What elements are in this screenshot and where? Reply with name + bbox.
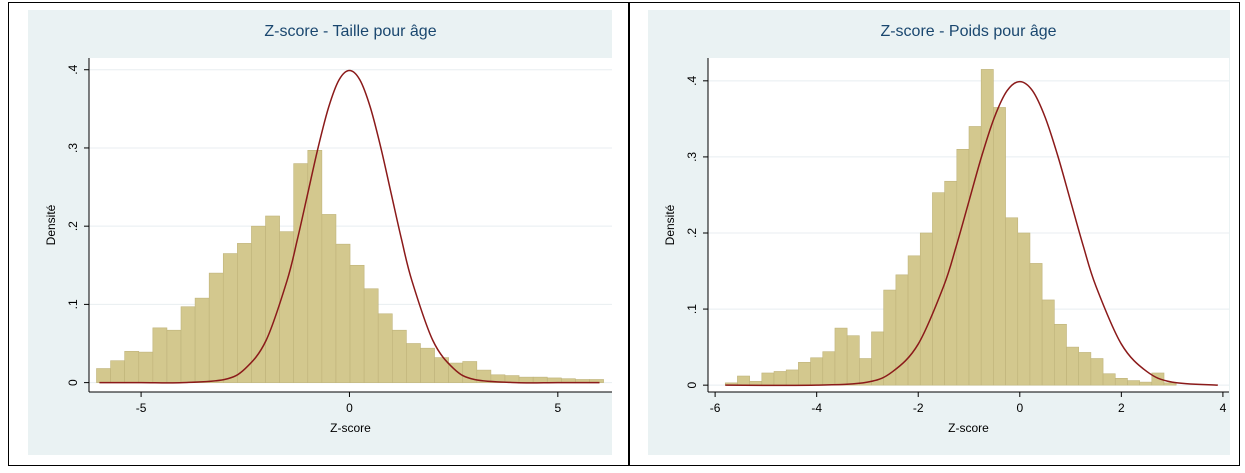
y-tick-label: .2 bbox=[66, 221, 80, 231]
bar bbox=[785, 369, 799, 386]
bar bbox=[822, 351, 836, 386]
x-axis-label: Z-score bbox=[948, 421, 989, 435]
bar bbox=[798, 362, 811, 386]
x-tick-label: -6 bbox=[710, 401, 721, 415]
bar bbox=[919, 232, 933, 386]
bar bbox=[237, 243, 252, 383]
x-tick-label: -4 bbox=[811, 401, 822, 415]
bar bbox=[980, 69, 994, 386]
bar bbox=[846, 335, 860, 386]
bar bbox=[406, 343, 421, 383]
density-curve bbox=[99, 69, 600, 384]
x-tick-label: 2 bbox=[1118, 401, 1125, 415]
bar bbox=[166, 329, 182, 383]
bar bbox=[152, 327, 168, 383]
bar bbox=[907, 255, 921, 386]
bar bbox=[1090, 358, 1104, 386]
bar bbox=[222, 253, 238, 383]
bar bbox=[1054, 323, 1067, 386]
bar bbox=[773, 371, 787, 386]
bar bbox=[993, 107, 1006, 386]
bar bbox=[1127, 380, 1140, 386]
y-tick-label: .3 bbox=[66, 143, 80, 153]
bar bbox=[834, 327, 848, 386]
y-tick-label: .2 bbox=[685, 228, 699, 238]
bar bbox=[265, 215, 280, 383]
bar bbox=[138, 351, 154, 383]
y-tick-label: .1 bbox=[66, 299, 80, 309]
table-border bbox=[8, 2, 1240, 466]
chart-title: Z-score - Poids pour âge bbox=[880, 23, 1056, 40]
bar bbox=[1114, 378, 1128, 386]
bar bbox=[180, 306, 196, 383]
bar bbox=[293, 163, 309, 383]
bar bbox=[761, 372, 775, 386]
y-tick-label: .1 bbox=[685, 304, 699, 314]
bar bbox=[518, 376, 534, 383]
bar bbox=[279, 231, 294, 383]
bar bbox=[1139, 381, 1153, 386]
bar bbox=[532, 376, 548, 383]
bar bbox=[321, 214, 337, 383]
x-tick-label: -5 bbox=[136, 401, 147, 415]
bar bbox=[194, 297, 210, 383]
bar bbox=[1005, 217, 1019, 386]
y-tick-label: 0 bbox=[66, 379, 80, 386]
chart-title: Z-score - Taille pour âge bbox=[264, 23, 436, 40]
bar bbox=[377, 313, 393, 383]
density-curve bbox=[725, 80, 1218, 387]
x-axis-label: Z-score bbox=[330, 421, 371, 435]
bar bbox=[956, 148, 970, 386]
bar bbox=[96, 368, 111, 383]
x-tick-label: -2 bbox=[913, 401, 924, 415]
bar bbox=[420, 347, 435, 383]
bar bbox=[1017, 232, 1031, 386]
bar bbox=[1029, 263, 1043, 386]
bar bbox=[1078, 352, 1092, 386]
x-tick-label: 5 bbox=[554, 401, 561, 415]
y-axis-label: Densité bbox=[44, 204, 58, 245]
x-tick-label: 4 bbox=[1220, 401, 1227, 415]
y-tick-label: .3 bbox=[685, 152, 699, 162]
bar bbox=[363, 288, 379, 383]
bar bbox=[1041, 299, 1055, 386]
bar bbox=[110, 360, 125, 383]
bar bbox=[737, 375, 750, 386]
bar bbox=[1163, 382, 1177, 386]
bar bbox=[1102, 373, 1116, 386]
y-tick-label: .4 bbox=[66, 64, 80, 74]
bar bbox=[944, 180, 958, 386]
bar bbox=[391, 329, 407, 383]
bar bbox=[1066, 346, 1079, 386]
bar bbox=[349, 264, 365, 383]
y-axis-label: Densité bbox=[663, 204, 677, 245]
bar bbox=[208, 272, 224, 383]
bar bbox=[124, 351, 140, 383]
bar bbox=[810, 357, 824, 386]
y-tick-label: 0 bbox=[685, 381, 699, 388]
x-tick-label: 0 bbox=[1016, 401, 1023, 415]
x-tick-label: 0 bbox=[346, 401, 353, 415]
y-tick-label: .4 bbox=[685, 75, 699, 85]
bar bbox=[335, 243, 351, 383]
bar bbox=[871, 331, 884, 386]
